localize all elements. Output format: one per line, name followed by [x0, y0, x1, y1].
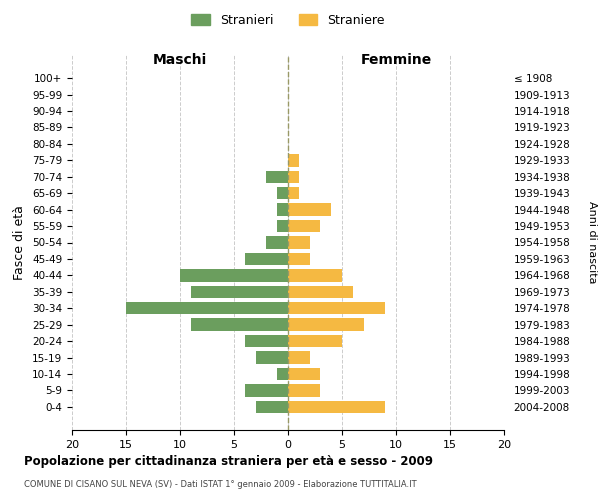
Bar	[288, 253, 310, 265]
Bar	[288, 170, 299, 183]
Bar	[266, 236, 288, 248]
Bar	[277, 187, 288, 200]
Bar	[288, 384, 320, 396]
Bar	[277, 368, 288, 380]
Bar	[245, 384, 288, 396]
Bar	[256, 352, 288, 364]
Text: Popolazione per cittadinanza straniera per età e sesso - 2009: Popolazione per cittadinanza straniera p…	[24, 455, 433, 468]
Bar	[288, 335, 342, 347]
Bar	[288, 286, 353, 298]
Bar	[266, 170, 288, 183]
Bar	[191, 286, 288, 298]
Bar	[288, 236, 310, 248]
Bar	[288, 204, 331, 216]
Bar	[126, 302, 288, 314]
Bar	[288, 400, 385, 413]
Y-axis label: Fasce di età: Fasce di età	[13, 205, 26, 280]
Bar	[288, 318, 364, 331]
Text: COMUNE DI CISANO SUL NEVA (SV) - Dati ISTAT 1° gennaio 2009 - Elaborazione TUTTI: COMUNE DI CISANO SUL NEVA (SV) - Dati IS…	[24, 480, 416, 489]
Bar	[277, 204, 288, 216]
Bar	[288, 302, 385, 314]
Bar	[288, 368, 320, 380]
Bar	[288, 154, 299, 166]
Bar	[277, 220, 288, 232]
Bar	[288, 352, 310, 364]
Y-axis label: Anni di nascita: Anni di nascita	[587, 201, 597, 284]
Bar	[288, 220, 320, 232]
Bar	[288, 187, 299, 200]
Bar	[288, 269, 342, 281]
Bar	[256, 400, 288, 413]
Text: Maschi: Maschi	[153, 52, 207, 66]
Bar	[245, 253, 288, 265]
Bar	[245, 335, 288, 347]
Bar	[180, 269, 288, 281]
Bar	[191, 318, 288, 331]
Text: Femmine: Femmine	[361, 52, 431, 66]
Legend: Stranieri, Straniere: Stranieri, Straniere	[186, 8, 390, 32]
